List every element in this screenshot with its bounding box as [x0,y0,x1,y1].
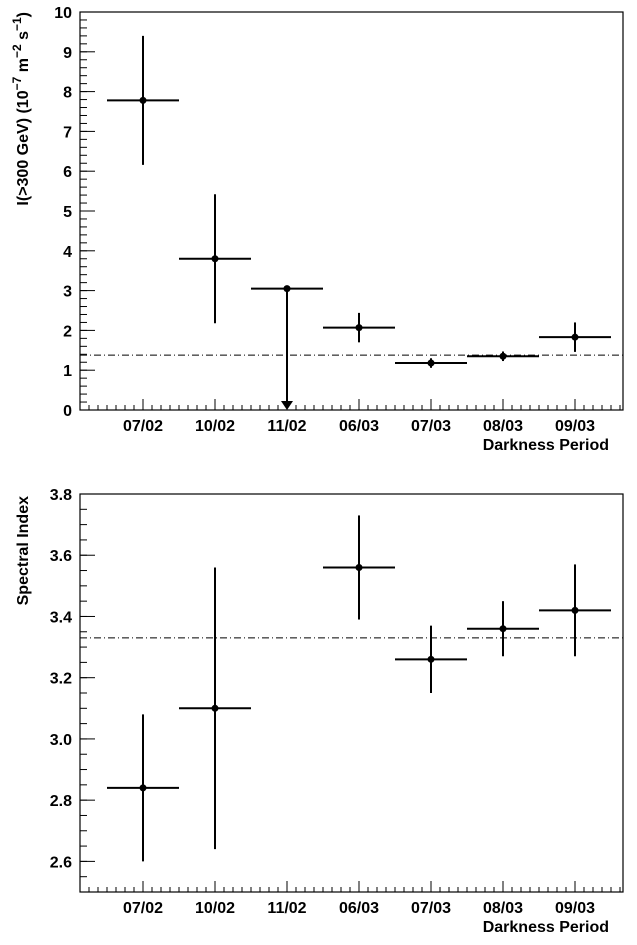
y-tick-label: 6 [63,164,72,181]
x-tick-label: 09/03 [555,418,595,435]
y-axis-title: Spectral Index [15,496,32,605]
y-tick-label: 2 [63,323,72,340]
y-tick-label: 5 [63,204,72,221]
y-tick-label: 7 [63,124,72,141]
x-axis-title: Darkness Period [483,437,609,454]
plot-frame [79,493,624,893]
data-point [499,352,507,360]
x-tick-label: 07/02 [123,900,163,917]
x-tick-label: 07/03 [411,418,451,435]
x-axis-title: Darkness Period [483,919,609,936]
y-tick-label: 3.6 [50,548,72,565]
y-tick-label: 2.6 [50,854,72,871]
upper-limit-arrow-head [281,401,293,410]
chart-panel-1: 07/02 10/02 11/02 06/03 07/03 08/03 09/03 0 1 2 3 4… [10,5,624,454]
x-tick-label: 08/03 [483,418,523,435]
x-tick-label: 11/02 [267,418,306,435]
data-point [571,606,579,614]
x-tick-label: 10/02 [195,418,235,435]
y-tick-label: 3.8 [50,487,72,504]
y-tick-label: 8 [63,85,72,102]
data-point [427,655,435,663]
data-point [139,784,147,792]
data-point [355,563,363,571]
plot-frame [79,11,624,411]
x-tick-label: 09/03 [555,900,595,917]
data-point [139,96,147,104]
y-tick-label: 10 [54,5,72,22]
y-tick-label: 3 [63,284,72,301]
y-tick-label: 0 [63,403,72,420]
x-tick-label: 10/02 [195,900,235,917]
y-tick-label: 3.0 [50,732,72,749]
data-point [427,359,435,367]
data-point [211,704,219,712]
data-point [355,324,363,332]
x-tick-label: 06/03 [339,418,379,435]
data-point [571,333,579,341]
y-tick-label: 3.2 [50,671,72,688]
y-tick-label: 3.4 [50,609,72,626]
data-point [283,285,291,293]
y-tick-label: 4 [63,244,72,261]
y-tick-label: 9 [63,45,72,62]
x-tick-label: 07/02 [123,418,163,435]
y-tick-label: 1 [63,363,72,380]
x-tick-label: 08/03 [483,900,523,917]
x-tick-label: 07/03 [411,900,451,917]
x-tick-label: 11/02 [267,900,306,917]
data-point [499,625,507,633]
y-tick-label: 2.8 [50,793,72,810]
x-tick-label: 06/03 [339,900,379,917]
chart-panel-2: 07/02 10/02 11/02 06/03 07/03 08/03 09/03 2.6 2.… [15,487,624,936]
data-point [211,255,219,263]
y-axis-title: I(>300 GeV) (10−7 m−2 s−1) [10,12,32,206]
